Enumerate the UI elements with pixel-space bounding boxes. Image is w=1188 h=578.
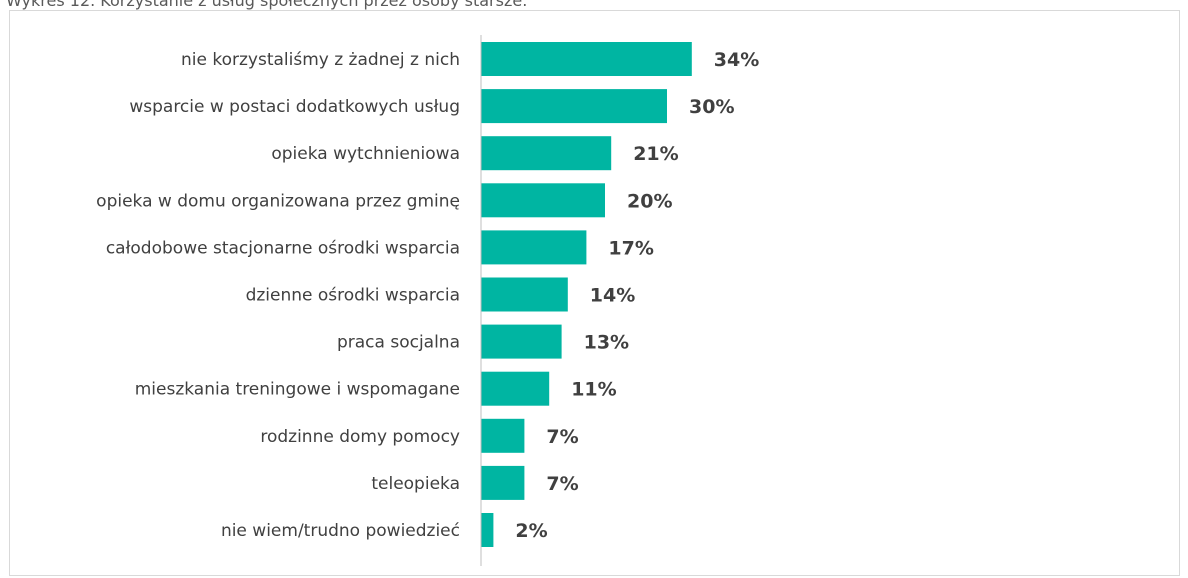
bar-8 (481, 371, 550, 406)
category-label-2: wsparcie w postaci dodatkowych usług (129, 97, 460, 117)
value-label-7: 13% (584, 332, 629, 354)
category-label-11: nie wiem/trudno powiedzieć (221, 521, 460, 541)
value-label-1: 34% (714, 49, 759, 71)
value-label-10: 7% (546, 473, 578, 495)
value-label-11: 2% (515, 520, 547, 542)
value-label-3: 21% (633, 143, 678, 165)
bar-2 (481, 89, 667, 124)
value-label-9: 7% (546, 426, 578, 448)
bars-layer: nie korzystaliśmy z żadnej z nich 34% wspa… (96, 42, 759, 547)
value-label-4: 20% (627, 190, 672, 212)
bar-4 (481, 183, 605, 218)
bar-10 (481, 465, 525, 500)
bar-6 (481, 277, 568, 312)
bar-1 (481, 42, 692, 76)
category-label-1: nie korzystaliśmy z żadnej z nich (181, 50, 460, 70)
category-label-9: rodzinne domy pomocy (260, 427, 460, 447)
category-label-8: mieszkania treningowe i wspomagane (135, 380, 460, 400)
value-label-6: 14% (590, 285, 635, 307)
bar-7 (481, 324, 562, 359)
category-label-4: opieka w domu organizowana przez gminę (96, 191, 460, 211)
category-label-5: całodobowe stacjonarne ośrodki wsparcia (106, 238, 460, 258)
chart-frame (9, 10, 1180, 576)
chart-caption: Wykres 12. Korzystanie z usług społeczny… (6, 0, 528, 10)
bar-5 (481, 230, 587, 265)
category-label-3: opieka wytchnieniowa (271, 144, 460, 164)
category-label-10: teleopieka (371, 474, 460, 494)
value-label-8: 11% (571, 379, 616, 401)
value-label-5: 17% (608, 237, 653, 259)
category-label-7: praca socjalna (337, 333, 460, 353)
value-label-2: 30% (689, 96, 734, 118)
category-label-6: dzienne ośrodki wsparcia (246, 286, 460, 306)
bar-9 (481, 418, 525, 453)
bar-11 (481, 513, 494, 547)
bar-3 (481, 136, 612, 171)
